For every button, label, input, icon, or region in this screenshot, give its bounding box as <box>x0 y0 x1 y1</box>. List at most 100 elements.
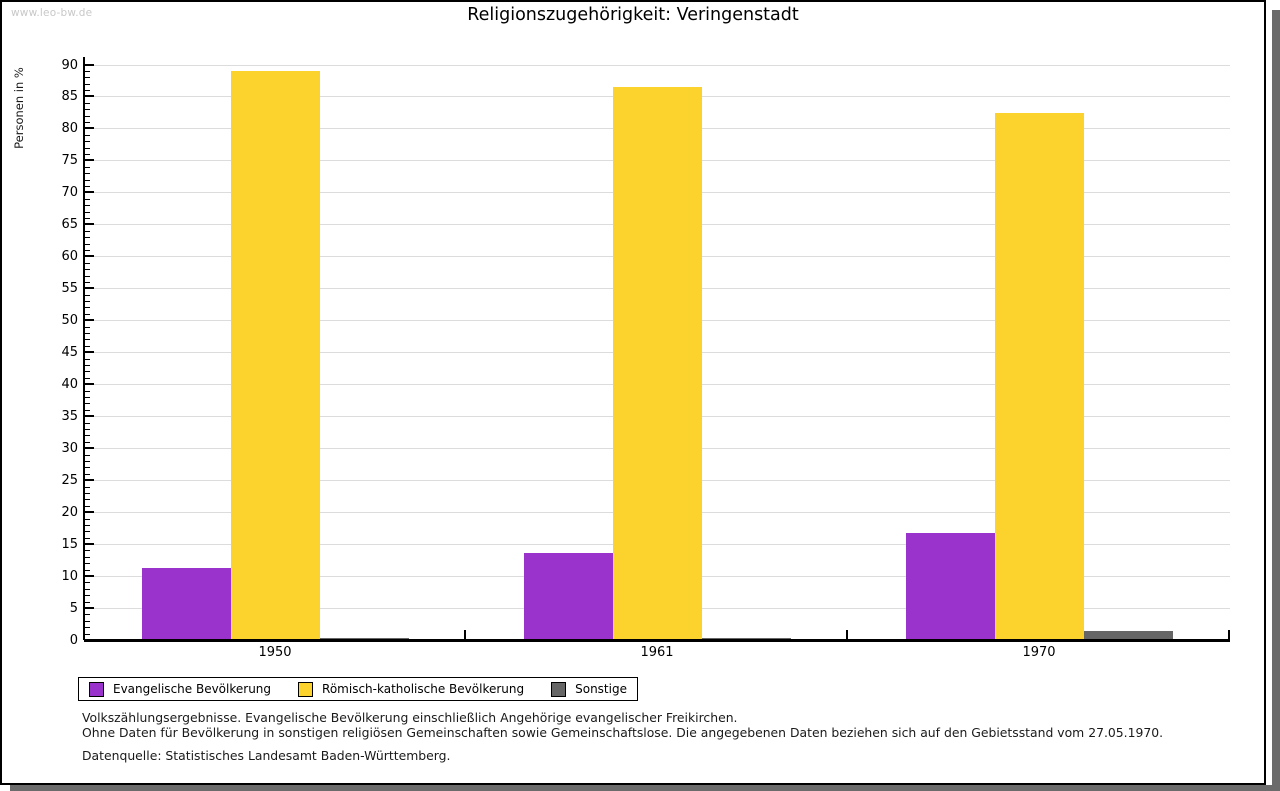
y-minor-tick <box>84 141 90 142</box>
y-major-tick <box>84 383 94 385</box>
y-minor-tick <box>84 212 90 213</box>
y-major-tick <box>84 543 94 545</box>
y-minor-tick <box>84 237 90 238</box>
x-category-label: 1950 <box>258 645 292 660</box>
footnote-source: Datenquelle: Statistisches Landesamt Bad… <box>82 748 451 763</box>
y-minor-tick <box>84 378 90 379</box>
y-minor-tick <box>84 167 90 168</box>
y-minor-tick <box>84 103 90 104</box>
y-minor-tick <box>84 397 90 398</box>
y-minor-tick <box>84 333 90 334</box>
y-major-tick <box>84 255 94 257</box>
y-major-tick <box>84 511 94 513</box>
y-tick-label: 45 <box>61 345 78 360</box>
y-minor-tick <box>84 218 90 219</box>
legend-label: Sonstige <box>575 682 627 696</box>
y-minor-tick <box>84 346 90 347</box>
y-major-tick <box>84 64 94 66</box>
y-minor-tick <box>84 365 90 366</box>
y-tick-label: 50 <box>61 313 78 328</box>
y-minor-tick <box>84 614 90 615</box>
y-tick-label: 70 <box>61 185 78 200</box>
footnote-line-1: Volkszählungsergebnisse. Evangelische Be… <box>82 710 738 725</box>
y-minor-tick <box>84 493 90 494</box>
y-major-tick <box>84 607 94 609</box>
y-minor-tick <box>84 627 90 628</box>
y-minor-tick <box>84 244 90 245</box>
y-major-tick <box>84 479 94 481</box>
x-boundary-tick <box>464 630 466 639</box>
y-tick-label: 15 <box>61 537 78 552</box>
y-minor-tick <box>84 602 90 603</box>
y-tick-label: 40 <box>61 377 78 392</box>
bar-1950-sonstige <box>320 638 409 639</box>
y-minor-tick <box>84 467 90 468</box>
y-major-tick <box>84 95 94 97</box>
bar-1961-katholisch <box>613 87 702 639</box>
watermark: www.leo-bw.de <box>11 7 93 19</box>
y-minor-tick <box>84 186 90 187</box>
y-minor-tick <box>84 557 90 558</box>
y-tick-label: 60 <box>61 249 78 264</box>
y-major-tick <box>84 223 94 225</box>
chart-title: Religionszugehörigkeit: Veringenstadt <box>467 5 799 25</box>
y-major-tick <box>84 127 94 129</box>
y-minor-tick <box>84 71 90 72</box>
y-tick-label: 25 <box>61 473 78 488</box>
footnotes: Volkszählungsergebnisse. Evangelische Be… <box>82 710 1222 764</box>
y-minor-tick <box>84 371 90 372</box>
y-minor-tick <box>84 84 90 85</box>
legend-swatch-icon <box>551 681 567 697</box>
x-boundary-tick <box>846 630 848 639</box>
y-major-tick <box>84 287 94 289</box>
y-minor-tick <box>84 339 90 340</box>
y-minor-tick <box>84 525 90 526</box>
y-minor-tick <box>84 180 90 181</box>
drop-shadow-right <box>1272 10 1280 785</box>
y-minor-tick <box>84 429 90 430</box>
y-tick-label: 55 <box>61 281 78 296</box>
y-minor-tick <box>84 77 90 78</box>
y-minor-tick <box>84 199 90 200</box>
y-minor-tick <box>84 595 90 596</box>
bar-1950-katholisch <box>231 71 320 639</box>
y-axis-line <box>83 57 85 640</box>
y-minor-tick <box>84 410 90 411</box>
y-minor-tick <box>84 90 90 91</box>
y-minor-tick <box>84 487 90 488</box>
y-minor-tick <box>84 423 90 424</box>
bar-1950-evangelisch <box>142 568 231 639</box>
bar-1961-evangelisch <box>524 553 613 639</box>
y-minor-tick <box>84 531 90 532</box>
y-minor-tick <box>84 506 90 507</box>
plot-area: 1950 1961 1970 0 5 10 15 20 25 30 35 40 45 50 55 60 65 70… <box>2 2 1264 783</box>
y-minor-tick <box>84 391 90 392</box>
y-tick-label: 65 <box>61 217 78 232</box>
y-tick-label: 75 <box>61 153 78 168</box>
y-major-tick <box>84 575 94 577</box>
y-minor-tick <box>84 205 90 206</box>
y-minor-tick <box>84 276 90 277</box>
y-minor-tick <box>84 327 90 328</box>
y-minor-tick <box>84 589 90 590</box>
y-minor-tick <box>84 301 90 302</box>
y-tick-label: 20 <box>61 505 78 520</box>
y-tick-label: 10 <box>61 569 78 584</box>
y-minor-tick <box>84 173 90 174</box>
y-tick-label: 80 <box>61 121 78 136</box>
y-minor-tick <box>84 403 90 404</box>
y-minor-tick <box>84 314 90 315</box>
legend-swatch-icon <box>89 681 104 697</box>
y-minor-tick <box>84 231 90 232</box>
y-major-tick <box>84 159 94 161</box>
y-major-tick <box>84 191 94 193</box>
y-minor-tick <box>84 122 90 123</box>
legend-item: Evangelische Bevölkerung <box>89 681 271 697</box>
y-tick-label: 35 <box>61 409 78 424</box>
bar-1970-evangelisch <box>906 533 995 639</box>
y-major-tick <box>84 319 94 321</box>
x-category-label: 1961 <box>640 645 674 660</box>
legend-item: Sonstige <box>551 681 627 697</box>
y-minor-tick <box>84 499 90 500</box>
y-minor-tick <box>84 135 90 136</box>
